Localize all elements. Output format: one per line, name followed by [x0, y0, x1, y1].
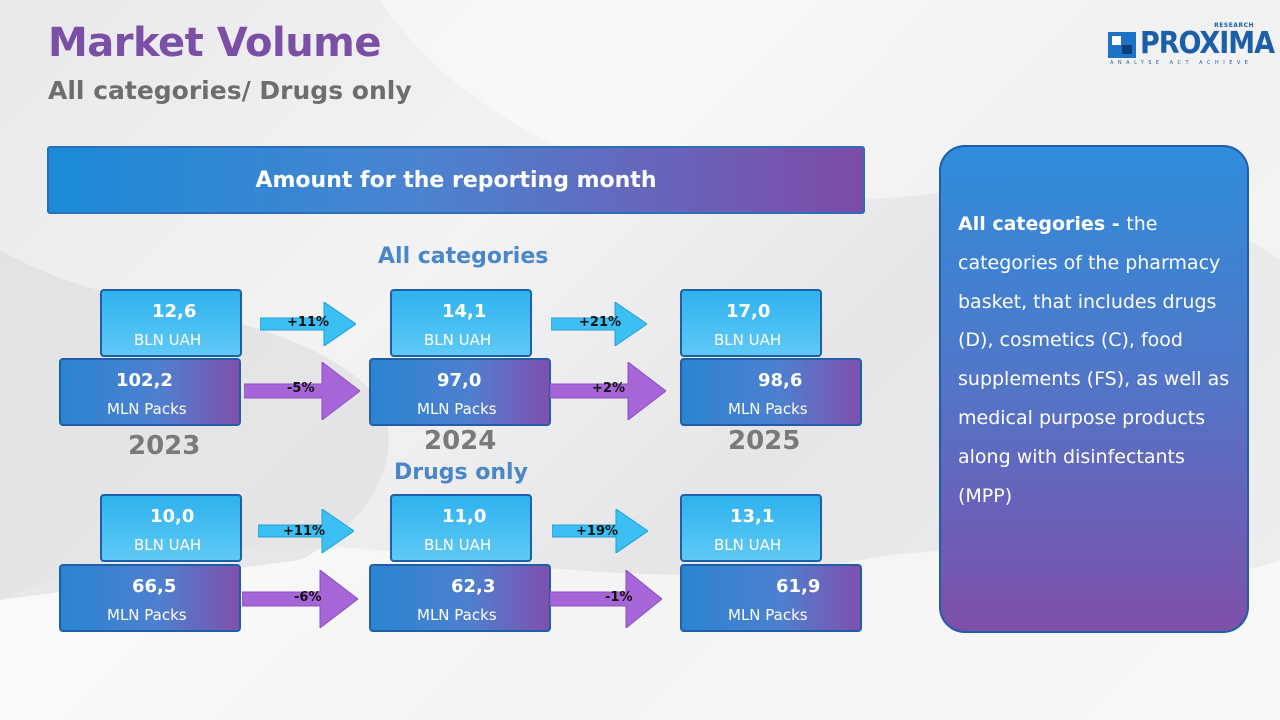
definition-term: All categories -	[958, 213, 1127, 235]
uah-unit: BLN UAH	[424, 331, 492, 349]
uah-card-2024-all: 14,1 BLN UAH	[390, 289, 532, 357]
uah-unit: BLN UAH	[134, 536, 202, 554]
uah-unit: BLN UAH	[134, 331, 202, 349]
packs-card-2023-all: 102,2 MLN Packs	[59, 358, 241, 426]
definition-text: the categories of the pharmacy basket, t…	[958, 213, 1230, 507]
packs-card-2025-drugs: 61,9 MLN Packs	[680, 564, 862, 632]
packs-unit: MLN Packs	[728, 606, 808, 624]
logo-wordmark: PROXIMA	[1140, 26, 1275, 61]
uah-card-2024-drugs: 11,0 BLN UAH	[390, 494, 532, 562]
year-label-2023: 2023	[128, 431, 201, 461]
packs-value: 97,0	[437, 370, 482, 391]
purple-arrow-icon	[550, 362, 666, 420]
packs-unit: MLN Packs	[107, 400, 187, 418]
packs-unit: MLN Packs	[728, 400, 808, 418]
section-heading-drugs-only: Drugs only	[394, 460, 528, 485]
blue-arrow-icon	[551, 302, 647, 346]
packs-unit: MLN Packs	[107, 606, 187, 624]
uah-unit: BLN UAH	[424, 536, 492, 554]
uah-card-2023-drugs: 10,0 BLN UAH	[100, 494, 242, 562]
uah-value: 17,0	[726, 301, 771, 322]
packs-card-2024-drugs: 62,3 MLN Packs	[369, 564, 551, 632]
uah-value: 10,0	[150, 506, 195, 527]
uah-change-2024-2025-drugs: +19%	[576, 524, 619, 539]
section-heading-all-categories: All categories	[378, 244, 549, 269]
logo-tagline: ANALYSE ACT ACHIEVE	[1110, 60, 1253, 66]
blue-arrow-icon	[260, 302, 356, 346]
logo-research-label: RESEARCH	[1214, 22, 1254, 29]
year-label-2025: 2025	[728, 426, 801, 456]
packs-change-2023-2024-all: -5%	[287, 381, 315, 396]
year-label-2024: 2024	[424, 426, 497, 456]
banner-label: Amount for the reporting month	[255, 167, 657, 193]
uah-card-2025-all: 17,0 BLN UAH	[680, 289, 822, 357]
packs-value: 66,5	[132, 576, 177, 597]
reporting-month-banner: Amount for the reporting month	[47, 146, 865, 214]
proxima-logo: PROXIMA RESEARCH ANALYSE ACT ACHIEVE	[1108, 22, 1275, 70]
uah-change-2024-2025-all: +21%	[579, 315, 622, 330]
packs-change-2024-2025-all: +2%	[592, 381, 625, 396]
packs-card-2024-all: 97,0 MLN Packs	[369, 358, 551, 426]
packs-change-2024-2025-drugs: -1%	[605, 590, 633, 605]
purple-arrow-icon	[244, 362, 360, 420]
purple-arrow-icon	[550, 570, 662, 628]
blue-arrow-icon	[552, 509, 648, 553]
page-title: Market Volume	[48, 20, 381, 66]
packs-change-2023-2024-drugs: -6%	[294, 590, 322, 605]
logo-mark-icon	[1108, 32, 1136, 58]
packs-card-2025-all: 98,6 MLN Packs	[680, 358, 862, 426]
definition-panel: All categories - the categories of the p…	[939, 145, 1249, 633]
packs-value: 102,2	[116, 370, 173, 391]
uah-value: 11,0	[442, 506, 487, 527]
packs-unit: MLN Packs	[417, 400, 497, 418]
uah-unit: BLN UAH	[714, 536, 782, 554]
purple-arrow-icon	[242, 570, 358, 628]
uah-card-2023-all: 12,6 BLN UAH	[100, 289, 242, 357]
uah-value: 14,1	[442, 301, 487, 322]
packs-value: 62,3	[451, 576, 496, 597]
uah-card-2025-drugs: 13,1 BLN UAH	[680, 494, 822, 562]
uah-change-2023-2024-drugs: +11%	[283, 524, 326, 539]
uah-change-2023-2024-all: +11%	[287, 315, 330, 330]
uah-value: 12,6	[152, 301, 197, 322]
uah-unit: BLN UAH	[714, 331, 782, 349]
blue-arrow-icon	[258, 509, 354, 553]
page-subtitle: All categories/ Drugs only	[48, 76, 412, 105]
packs-card-2023-drugs: 66,5 MLN Packs	[59, 564, 241, 632]
packs-value: 61,9	[776, 576, 821, 597]
packs-value: 98,6	[758, 370, 803, 391]
uah-value: 13,1	[730, 506, 775, 527]
packs-unit: MLN Packs	[417, 606, 497, 624]
